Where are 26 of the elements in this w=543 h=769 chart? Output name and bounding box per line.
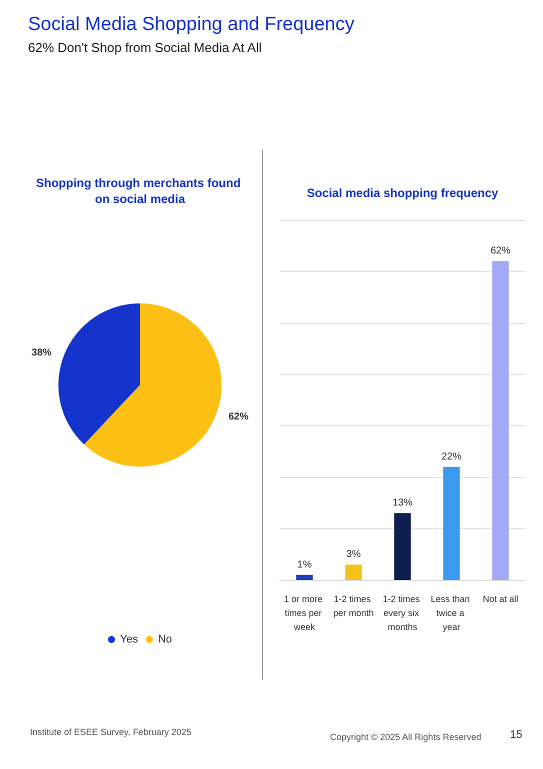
- x-tick-label: 1-2 times per month: [333, 594, 374, 618]
- data-label: 22%: [441, 451, 462, 462]
- x-tick-label: Not at all: [482, 594, 518, 604]
- legend-label: No: [158, 634, 172, 646]
- data-label: 38%: [32, 347, 52, 358]
- data-label: 3%: [346, 549, 361, 560]
- text: Institute of ESEE Survey, February 2025: [30, 727, 192, 737]
- bar: [443, 466, 460, 580]
- bar: [345, 564, 362, 580]
- bar: [492, 261, 509, 580]
- text: Social Media Shopping and Frequency: [28, 14, 354, 36]
- chart-title: Social media shopping frequency: [306, 186, 499, 200]
- x-tick-label: 1 or more times per week: [284, 594, 326, 632]
- data-label: 62%: [228, 412, 249, 423]
- bar: [394, 513, 411, 580]
- legend-label: Yes: [120, 634, 138, 646]
- data-label: 1%: [297, 559, 312, 570]
- data-label: 62%: [490, 246, 511, 257]
- chart-title: Shopping through merchants found on social media: [36, 176, 244, 206]
- x-tick-label: Less than twice a year: [430, 594, 472, 632]
- text: Copyright © 2025 All Rights Reserved: [330, 732, 482, 742]
- text: 15: [510, 729, 522, 741]
- bar: [296, 574, 313, 580]
- x-tick-label: 1-2 times every six months: [382, 594, 422, 632]
- data-label: 13%: [392, 498, 413, 509]
- text: 62% Don't Shop from Social Media At All: [28, 40, 262, 55]
